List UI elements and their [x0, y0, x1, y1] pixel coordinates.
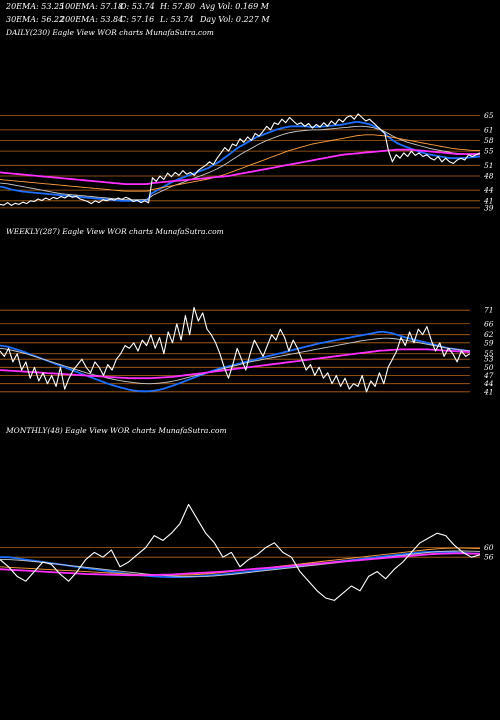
daily-moving-average-line: [0, 125, 480, 201]
day-vol-stat: Day Vol: 0.227 M: [200, 15, 270, 24]
close-stat: C: 57.16: [120, 15, 155, 24]
weekly-level-tick: 41: [483, 387, 494, 396]
daily-panel-label: DAILY(230) Eagle View WOR charts MunafaS…: [6, 28, 214, 37]
avg-vol-stat: Avg Vol: 0.169 M: [200, 2, 269, 11]
daily-level-tick: 41: [483, 196, 494, 205]
weekly-level-tick: 59: [484, 338, 494, 347]
weekly-level-tick: 55: [484, 349, 494, 358]
monthly-moving-average-line: [0, 550, 481, 578]
weekly-level-tick: 53: [484, 355, 494, 364]
daily-level-tick: 51: [484, 161, 494, 170]
ema20-stat: 20EMA: 53.25: [6, 2, 65, 11]
monthly-panel-label: MONTHLY(48) Eagle View WOR charts Munafa…: [6, 426, 227, 435]
daily-level-tick: 39: [484, 203, 494, 212]
open-stat: O: 53.74: [120, 2, 155, 11]
daily-level-tick: 58: [484, 136, 494, 145]
weekly-moving-average-line: [0, 348, 471, 380]
weekly-moving-average-line: [0, 330, 471, 393]
monthly-level-tick: 60: [484, 543, 494, 552]
daily-level-tick: 55: [484, 147, 494, 156]
weekly-level-tick: 47: [483, 371, 494, 380]
daily-level-tick: 65: [484, 111, 494, 120]
weekly-price-line: [0, 306, 471, 393]
daily-moving-average-line: [0, 134, 480, 192]
monthly-price-line: [0, 503, 481, 601]
daily-moving-average-line: [0, 148, 480, 186]
monthly-moving-average-line: [0, 552, 481, 577]
daily-level-tick: 61: [484, 125, 494, 134]
ema200-stat: 200EMA: 53.84: [60, 15, 124, 24]
weekly-level-tick: 66: [484, 319, 494, 328]
daily-price-line: [0, 113, 481, 206]
weekly-moving-average-line: [0, 337, 471, 385]
weekly-level-tick: 50: [484, 363, 494, 372]
stats-header: 20EMA: 53.25 100EMA: 57.18 O: 53.74 H: 5…: [0, 0, 500, 40]
daily-level-tick: 48: [483, 171, 494, 180]
weekly-level-tick: 62: [484, 330, 494, 339]
weekly-panel-label: WEEKLY(287) Eagle View WOR charts Munafa…: [6, 227, 224, 236]
daily-level-tick: 44: [483, 186, 494, 195]
weekly-level-tick: 71: [484, 306, 494, 315]
low-stat: L: 53.74: [160, 15, 194, 24]
ema30-stat: 30EMA: 56.22: [6, 15, 65, 24]
daily-moving-average-line: [0, 121, 481, 202]
ema100-stat: 100EMA: 57.18: [60, 2, 124, 11]
high-stat: H: 57.80: [160, 2, 196, 11]
monthly-level-tick: 56: [484, 553, 494, 562]
weekly-level-tick: 44: [483, 379, 494, 388]
monthly-moving-average-line: [0, 547, 481, 576]
